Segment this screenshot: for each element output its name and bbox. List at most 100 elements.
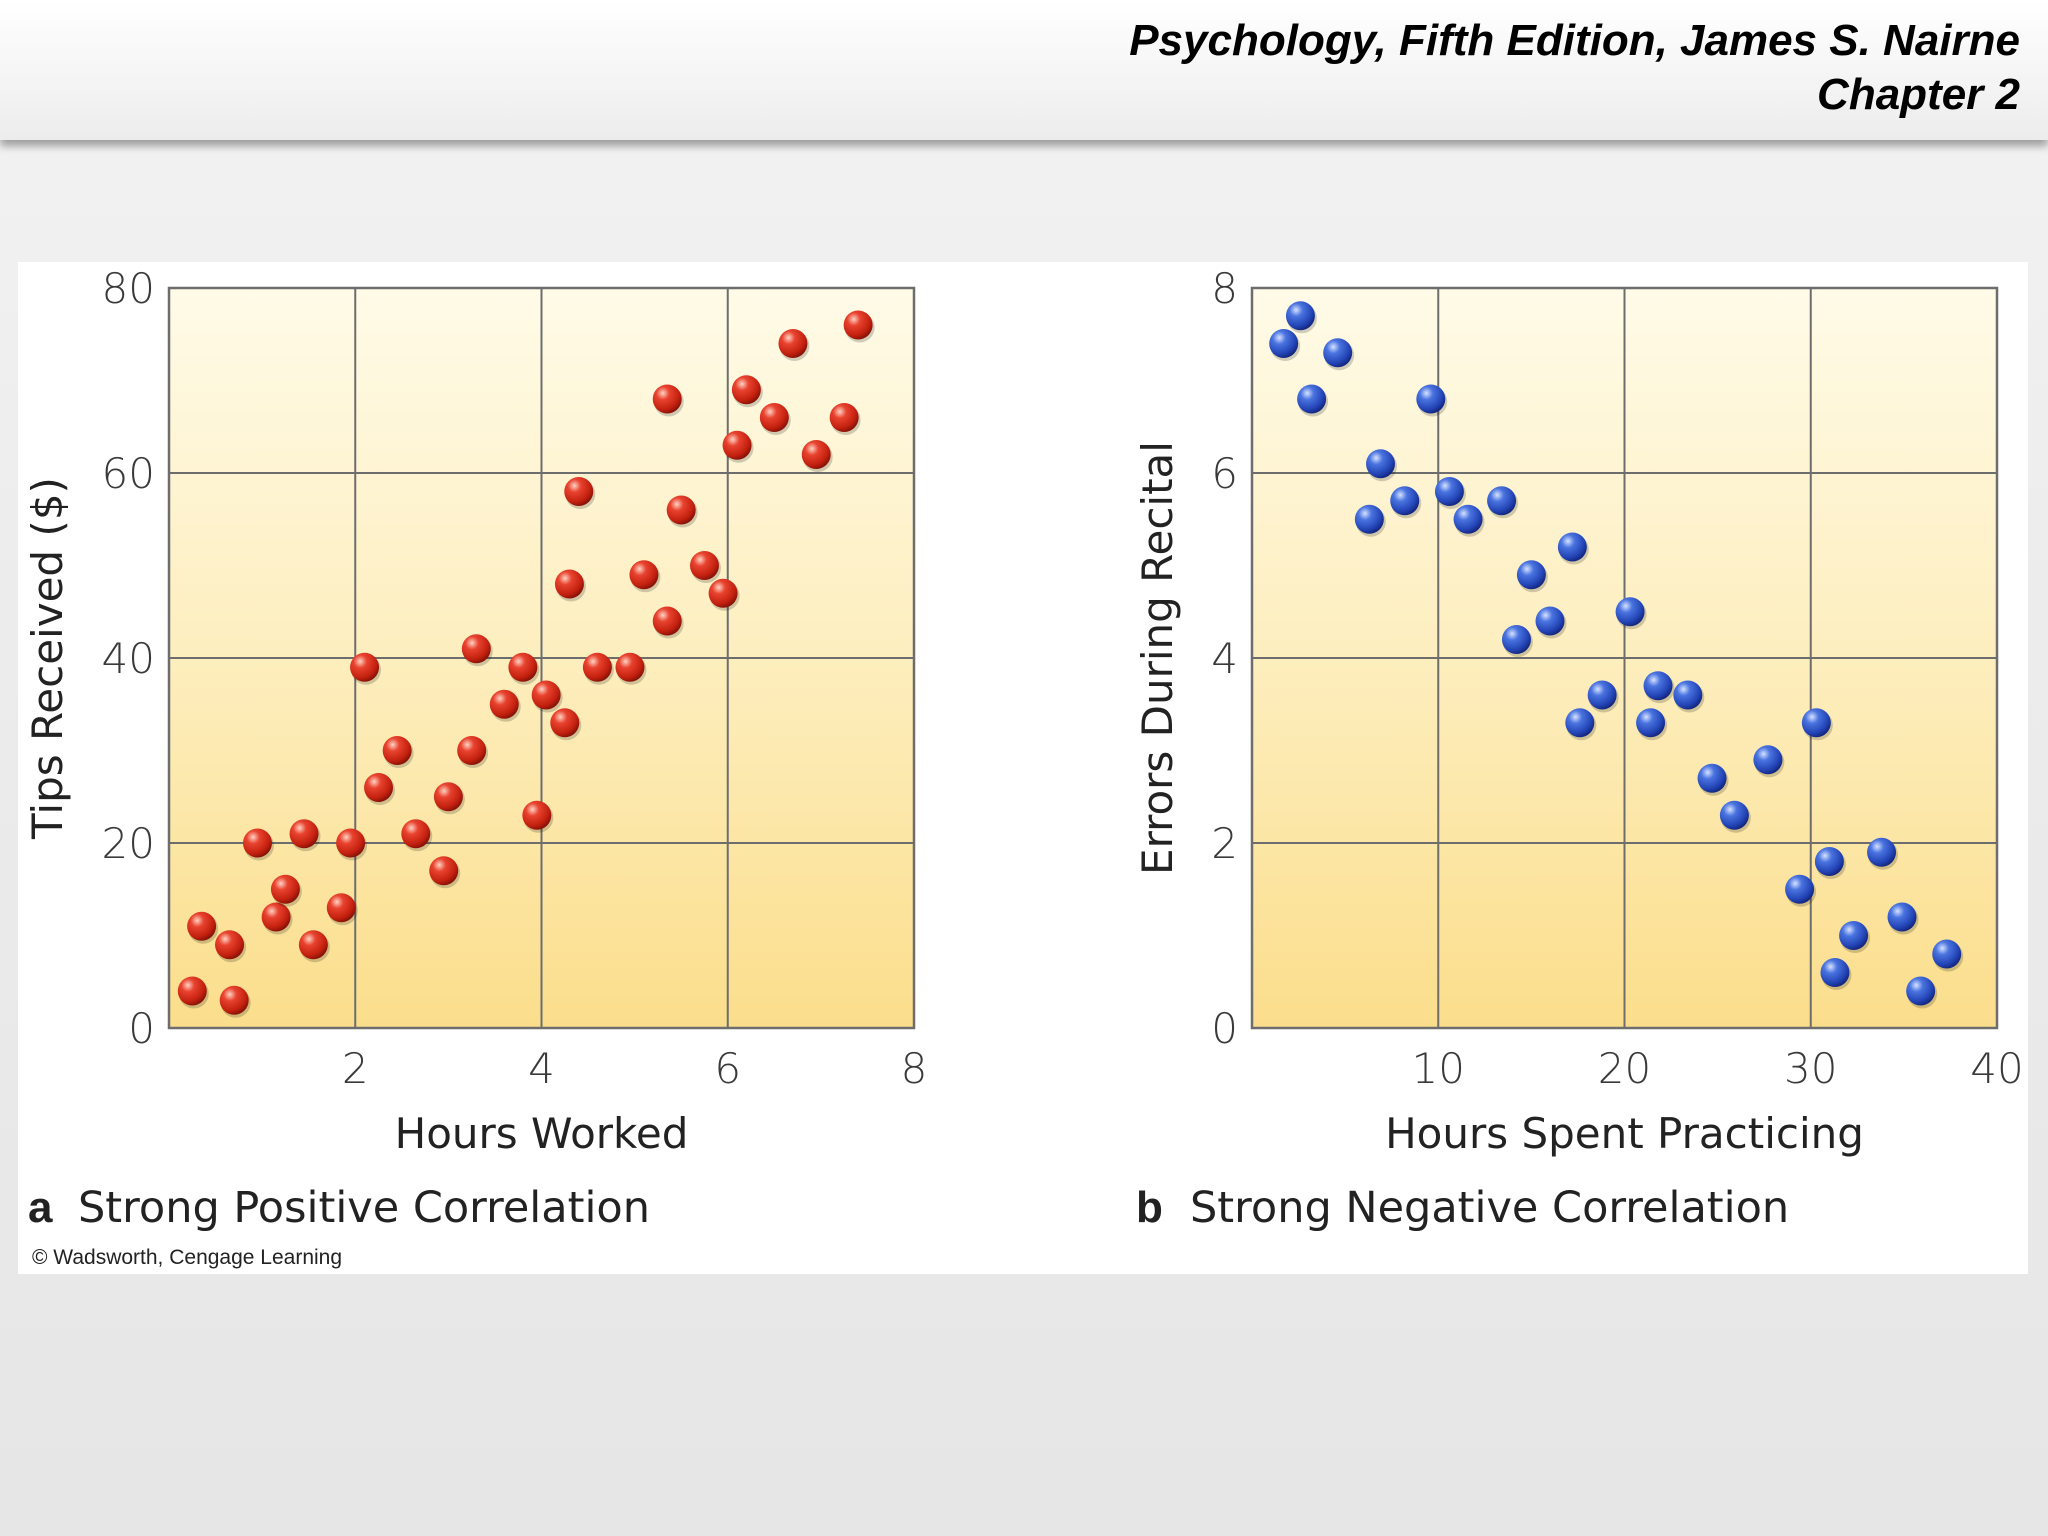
x-tick-label: 6: [714, 1044, 741, 1093]
chart-negative-correlation: 0 2 4 6 8 10 20 30 40 Hours Spent Practicing Error…: [1133, 264, 2024, 1233]
data-point: [843, 310, 873, 340]
data-point: [457, 736, 487, 765]
y-tick-label: 60: [102, 449, 155, 498]
panel-caption: Strong Positive Correlation: [78, 1183, 650, 1233]
data-point: [326, 893, 356, 923]
panel-letter: b: [1136, 1183, 1163, 1232]
data-point: [550, 708, 580, 738]
chapter-label: Chapter 2: [1817, 70, 2020, 119]
data-point: [666, 495, 696, 525]
y-tick-label: 80: [102, 264, 155, 313]
data-point: [215, 930, 245, 960]
data-point: [1673, 680, 1703, 710]
chart-positive-correlation: 0 20 40 60 80 2 4 6 8 Hours Worked Tips Received (…: [23, 264, 927, 1233]
x-tick-label: 4: [528, 1044, 555, 1093]
data-point: [1615, 597, 1645, 627]
data-point: [382, 736, 412, 765]
y-axis-title: Tips Received ($): [23, 477, 72, 840]
data-point: [1719, 800, 1749, 830]
plot-frame: [167, 286, 916, 1030]
data-point: [1323, 338, 1353, 368]
data-point: [350, 652, 380, 682]
data-point: [1354, 504, 1384, 534]
slide-header: Psychology, Fifth Edition, James S. Nair…: [0, 0, 2048, 140]
y-tick-label: 0: [128, 1004, 155, 1053]
data-point: [652, 606, 682, 636]
data-point: [1501, 625, 1531, 654]
data-point: [187, 911, 217, 941]
data-point: [1839, 921, 1869, 950]
data-point: [1785, 874, 1815, 904]
data-point: [759, 403, 789, 432]
y-tick-label: 4: [1211, 634, 1238, 683]
data-point: [1434, 477, 1464, 506]
data-point: [731, 375, 761, 405]
y-tick-label: 8: [1211, 264, 1238, 313]
data-point: [1535, 606, 1565, 636]
data-point: [1753, 745, 1783, 775]
data-point: [531, 680, 561, 710]
panel-caption: Strong Negative Correlation: [1190, 1183, 1789, 1233]
x-tick-label: 8: [901, 1044, 928, 1093]
x-tick-label: 2: [342, 1044, 369, 1093]
data-point: [242, 828, 272, 858]
data-point: [829, 403, 859, 432]
data-point: [652, 384, 682, 414]
data-point: [489, 689, 519, 719]
data-point: [801, 440, 831, 469]
data-point: [1697, 763, 1727, 793]
y-axis-title: Errors During Recital: [1133, 441, 1182, 875]
data-point: [1643, 671, 1673, 701]
data-point: [554, 569, 584, 599]
data-point: [1557, 532, 1587, 562]
data-point: [629, 560, 659, 590]
data-point: [1416, 384, 1446, 414]
data-point: [461, 634, 491, 664]
x-axis-title: Hours Spent Practicing: [1385, 1109, 1864, 1158]
data-point: [615, 652, 645, 682]
data-point: [1285, 301, 1315, 331]
header-title: Psychology, Fifth Edition, James S. Nair…: [1129, 14, 2020, 122]
data-point: [1366, 449, 1396, 479]
data-point: [336, 828, 366, 858]
y-tick-label: 2: [1211, 819, 1238, 868]
data-point: [582, 652, 612, 682]
data-point: [564, 477, 594, 506]
data-point: [1269, 329, 1299, 358]
data-point: [1906, 976, 1936, 1006]
data-point: [1390, 486, 1420, 516]
data-point: [364, 773, 394, 802]
y-tick-label: 40: [102, 634, 155, 683]
data-point: [1516, 560, 1546, 590]
data-point: [1801, 708, 1831, 738]
data-point: [708, 578, 738, 608]
data-point: [1297, 384, 1327, 414]
plot-frame: [1250, 286, 1999, 1030]
data-point: [1820, 958, 1850, 987]
panel-letter: a: [28, 1183, 53, 1232]
data-point: [522, 800, 552, 830]
data-point: [270, 874, 300, 904]
data-point: [508, 652, 538, 682]
data-point: [261, 902, 291, 932]
data-point: [1487, 486, 1517, 516]
data-point: [722, 430, 752, 460]
data-point: [778, 329, 808, 358]
book-title: Psychology, Fifth Edition, James S. Nair…: [1129, 16, 2020, 65]
data-point: [689, 551, 719, 580]
data-point: [1565, 708, 1595, 738]
y-tick-label: 0: [1211, 1004, 1238, 1053]
data-point: [1453, 504, 1483, 534]
y-tick-label: 6: [1211, 449, 1238, 498]
data-point: [289, 819, 319, 849]
x-axis-title: Hours Worked: [395, 1109, 689, 1158]
data-point: [1587, 680, 1617, 710]
x-tick-label: 20: [1598, 1044, 1651, 1093]
data-point: [1636, 708, 1666, 738]
data-point: [1867, 837, 1897, 867]
data-point: [401, 819, 431, 849]
data-point: [219, 985, 249, 1015]
copyright-notice: © Wadsworth, Cengage Learning: [32, 1246, 342, 1269]
data-point: [177, 976, 207, 1006]
